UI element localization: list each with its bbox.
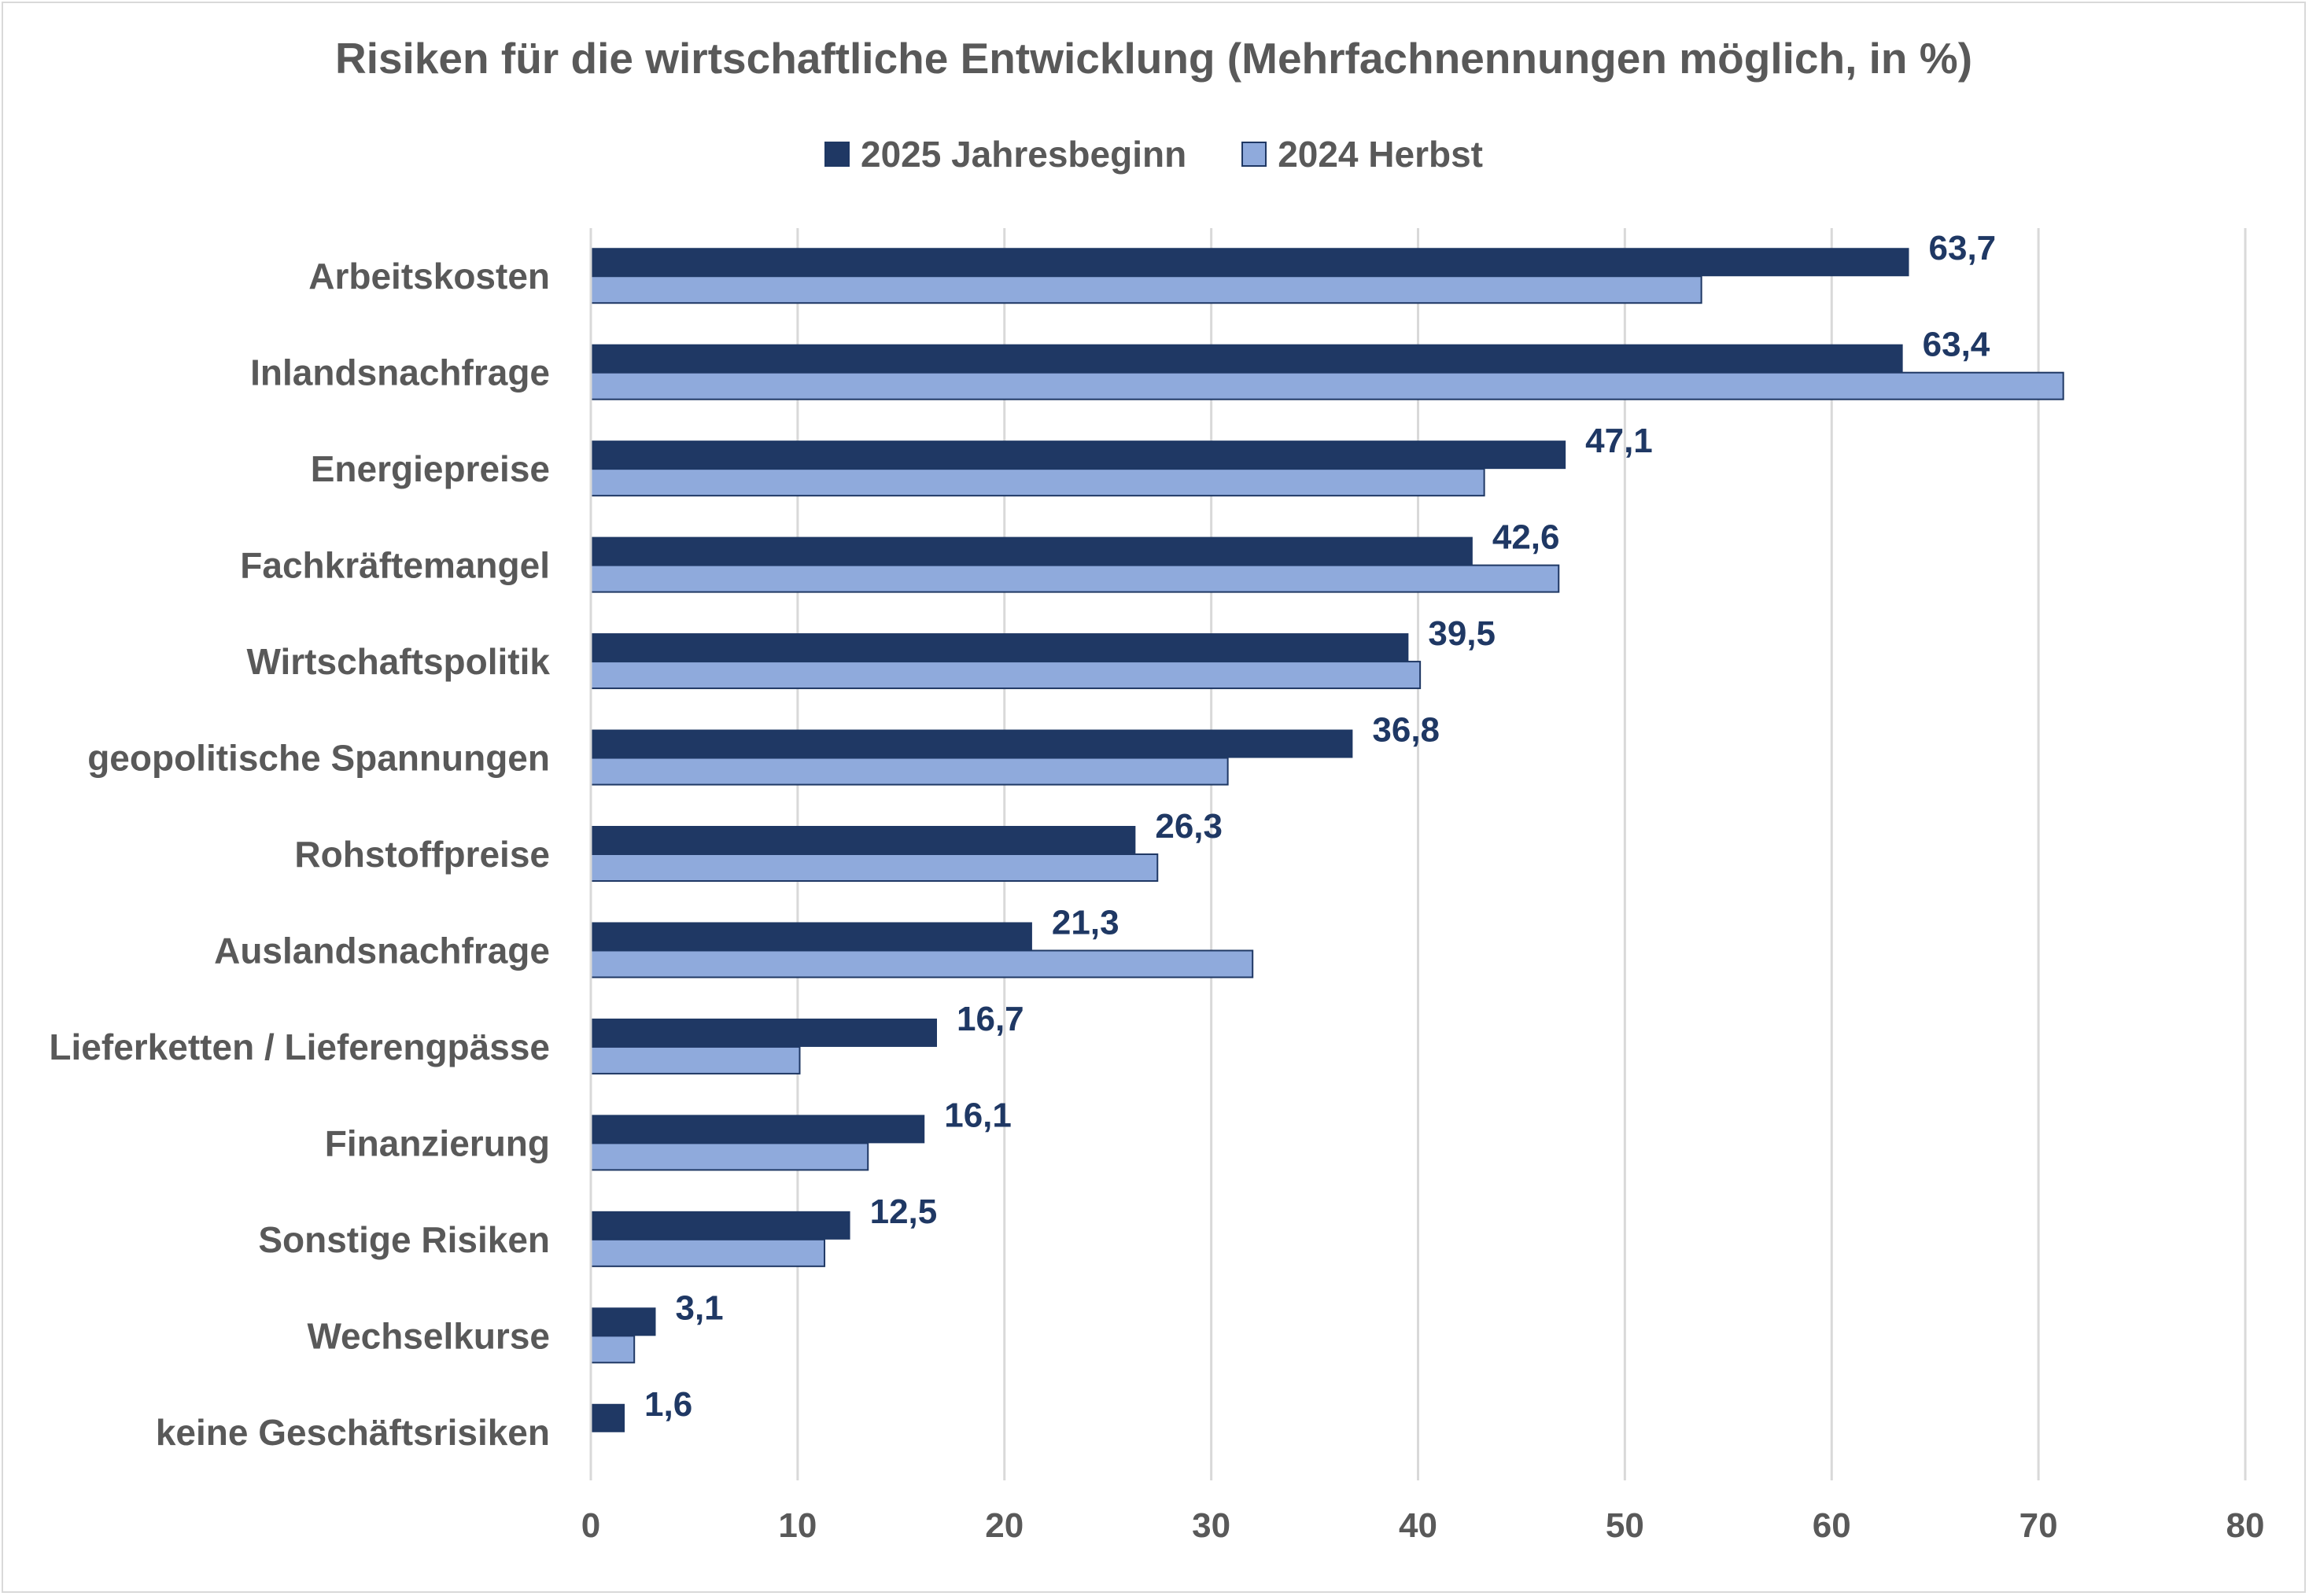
data-label-2025-2: 47,1: [1585, 422, 1653, 460]
bar-2024-11: [590, 1335, 636, 1364]
data-label-2025-11: 3,1: [675, 1288, 723, 1327]
bar-2025-4: [590, 633, 1409, 662]
x-tick-label-4: 40: [1399, 1506, 1437, 1545]
data-label-2025-4: 39,5: [1428, 614, 1496, 653]
legend-swatch-series-2: [1241, 142, 1267, 167]
bar-2025-10: [590, 1211, 850, 1240]
data-label-2025-8: 16,7: [957, 1000, 1024, 1038]
data-label-2025-9: 16,1: [944, 1096, 1012, 1134]
category-label-8: Lieferketten / Lieferengpässe: [49, 1027, 550, 1067]
category-label-0: Arbeitskosten: [308, 256, 550, 297]
data-label-2025-7: 21,3: [1052, 903, 1119, 942]
x-tick-label-3: 30: [1192, 1506, 1230, 1545]
category-label-9: Finanzierung: [325, 1122, 550, 1163]
x-tick-label-7: 70: [2019, 1506, 2058, 1545]
bar-2025-12: [590, 1403, 625, 1432]
data-label-2025-10: 12,5: [870, 1192, 938, 1231]
category-label-1: Inlandsnachfrage: [250, 352, 550, 393]
x-tick-label-6: 60: [1813, 1506, 1851, 1545]
bar-2025-0: [590, 248, 1909, 277]
category-label-7: Auslandsnachfrage: [214, 930, 550, 971]
legend-item-series-2: 2024 Herbst: [1241, 133, 1483, 175]
legend-item-series-1: 2025 Jahresbeginn: [824, 133, 1186, 175]
bar-2024-0: [590, 275, 1702, 304]
category-label-12: keine Geschäftsrisiken: [156, 1412, 550, 1453]
bar-2024-2: [590, 468, 1485, 497]
category-label-11: Wechselkurse: [307, 1315, 550, 1356]
bar-2024-8: [590, 1045, 801, 1074]
category-label-6: Rohstoffpreise: [294, 834, 550, 875]
data-label-2025-5: 36,8: [1372, 711, 1440, 750]
bar-2025-8: [590, 1018, 938, 1047]
data-label-2025-3: 42,6: [1492, 518, 1560, 557]
data-label-2025-1: 63,4: [1923, 326, 1990, 364]
category-label-3: Fachkräftemangel: [240, 545, 550, 586]
bar-2025-7: [590, 922, 1032, 951]
x-tick-label-5: 50: [1606, 1506, 1644, 1545]
bar-2024-6: [590, 853, 1159, 882]
bar-2024-4: [590, 661, 1422, 690]
bar-2025-9: [590, 1115, 925, 1144]
bar-2025-2: [590, 440, 1566, 470]
bar-2025-5: [590, 729, 1353, 758]
bar-2024-10: [590, 1238, 826, 1267]
category-label-5: geopolitische Spannungen: [87, 738, 550, 779]
bar-2024-9: [590, 1142, 869, 1171]
bar-2024-7: [590, 949, 1254, 979]
bar-2025-6: [590, 826, 1136, 854]
legend-swatch-series-1: [824, 142, 850, 167]
data-label-2025-6: 26,3: [1155, 807, 1223, 846]
bar-2024-3: [590, 564, 1560, 593]
legend-label-series-2: 2024 Herbst: [1278, 134, 1484, 175]
legend: 2025 Jahresbeginn 2024 Herbst: [3, 133, 2304, 175]
bar-2025-1: [590, 344, 1903, 373]
x-tick-label-8: 80: [2226, 1506, 2265, 1545]
chart-title: Risiken für die wirtschaftliche Entwickl…: [334, 34, 1973, 83]
category-label-4: Wirtschaftspolitik: [246, 641, 550, 682]
data-label-2025-12: 1,6: [644, 1385, 692, 1424]
bar-2025-11: [590, 1307, 656, 1336]
data-label-2025-0: 63,7: [1929, 229, 1997, 267]
category-label-10: Sonstige Risiken: [258, 1219, 550, 1260]
x-tick-label-0: 0: [581, 1506, 600, 1545]
bar-2024-1: [590, 371, 2064, 400]
bar-2025-3: [590, 536, 1473, 566]
x-tick-label-2: 20: [985, 1506, 1024, 1545]
category-label-2: Energiepreise: [311, 448, 550, 489]
legend-label-series-1: 2025 Jahresbeginn: [860, 134, 1187, 175]
x-tick-label-1: 10: [778, 1506, 817, 1545]
bar-2024-5: [590, 757, 1229, 786]
